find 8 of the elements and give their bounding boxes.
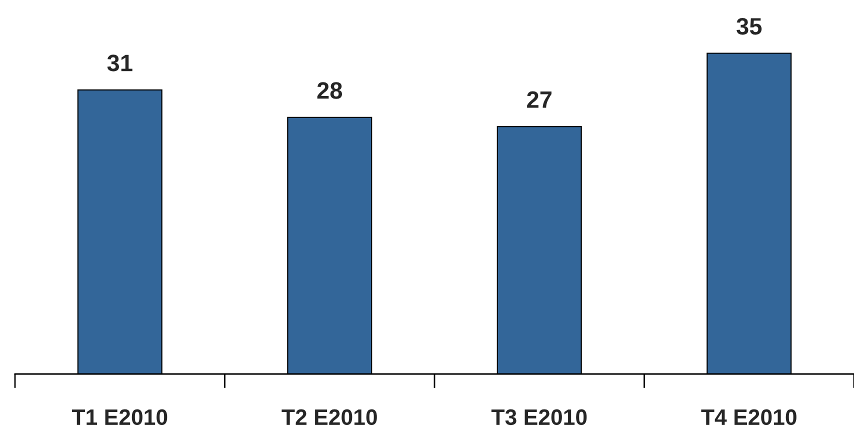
data-label: 31 bbox=[107, 54, 132, 72]
x-tick-label: T2 E2010 bbox=[282, 409, 377, 426]
x-tick-label: T3 E2010 bbox=[491, 409, 587, 426]
x-tick-label: T1 E2010 bbox=[72, 409, 168, 426]
data-label: 35 bbox=[736, 18, 762, 35]
x-tick-label: T4 E2010 bbox=[701, 409, 796, 426]
data-label: 28 bbox=[317, 82, 342, 99]
data-label: 27 bbox=[527, 91, 552, 108]
